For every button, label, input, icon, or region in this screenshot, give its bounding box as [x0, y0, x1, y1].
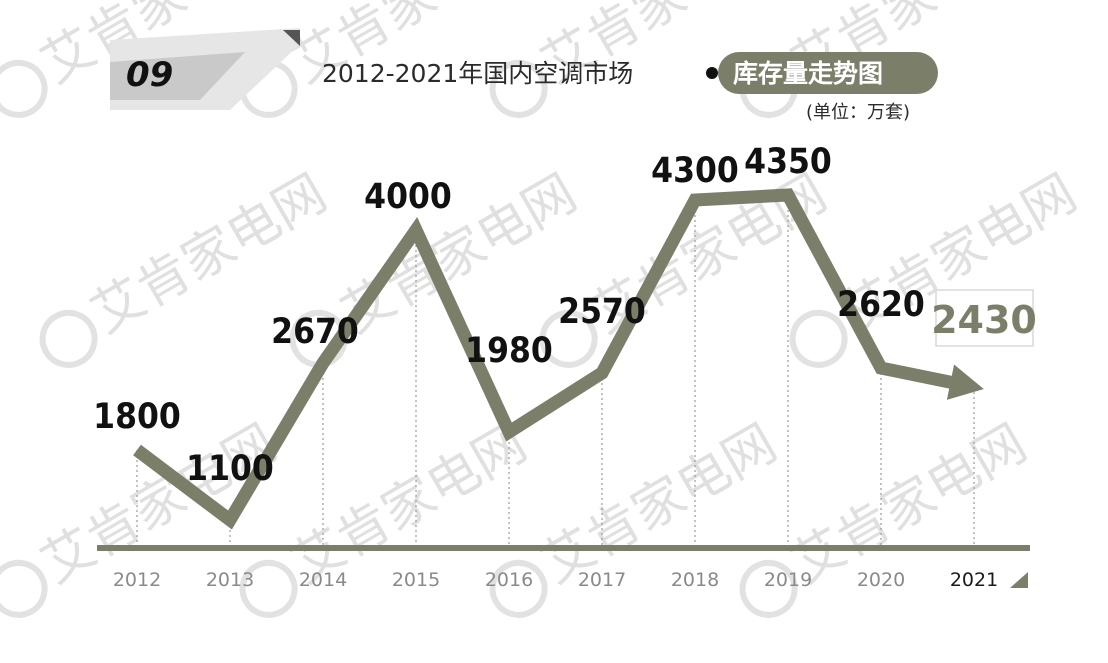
watermark-logo-icon	[39, 309, 98, 368]
x-tick-2017: 2017	[578, 569, 626, 591]
x-tick-2015: 2015	[392, 569, 440, 591]
watermark: 艾肯家电网	[739, 413, 1037, 618]
x-tick-2014: 2014	[299, 569, 347, 591]
watermark-text: 艾肯家电网	[532, 413, 787, 595]
figure-badge: 09	[110, 28, 300, 110]
chart-title-highlight: 库存量走势图	[733, 59, 883, 88]
data-label-2012: 1800	[93, 397, 181, 437]
data-label-2021: 2430	[931, 298, 1037, 342]
x-tick-labels: 2012 2013 2014 2015 2016 2017 2018 2019 2020 2021	[113, 569, 998, 591]
watermark-logo-icon	[789, 309, 848, 368]
data-label-2018: 4300	[651, 151, 739, 191]
badge-number: 09	[126, 55, 173, 95]
x-tick-2020: 2020	[857, 569, 905, 591]
watermark-text: 艾肯家电网	[282, 413, 537, 595]
title-highlight-pill	[718, 52, 938, 94]
title-bullet-icon	[706, 67, 718, 79]
data-label-2020: 2620	[837, 285, 925, 325]
data-label-2013: 1100	[186, 449, 274, 489]
badge-corner-icon	[283, 30, 300, 46]
x-tick-2016: 2016	[485, 569, 533, 591]
watermark-text: 艾肯家电网	[782, 413, 1037, 595]
x-tick-2021: 2021	[950, 569, 998, 591]
data-label-2014: 2670	[271, 312, 359, 352]
last-value-box	[935, 289, 1034, 347]
x-tick-2018: 2018	[671, 569, 719, 591]
series-end-arrow-icon	[946, 364, 984, 400]
guide-lines	[136, 195, 975, 545]
chart-title: 2012-2021年国内空调市场	[322, 59, 633, 88]
series-line	[133, 188, 952, 530]
x-tick-2013: 2013	[206, 569, 254, 591]
data-label-2016: 1980	[465, 331, 553, 371]
watermark-logo-icon	[0, 59, 48, 118]
x-tick-2019: 2019	[764, 569, 812, 591]
data-label-2017: 2570	[558, 292, 646, 332]
watermark-text: 艾肯家电网	[32, 413, 287, 595]
watermark-logo-icon	[239, 559, 298, 618]
badge-shape-dark	[110, 52, 245, 100]
watermark-logo-icon	[739, 559, 798, 618]
watermark-logo-icon	[539, 309, 598, 368]
watermark-logo-icon	[0, 559, 48, 618]
watermark-logo-icon	[489, 559, 548, 618]
x-axis-end-arrow-icon	[1010, 572, 1028, 588]
watermark-logo-icon	[489, 59, 548, 118]
x-tick-2012: 2012	[113, 569, 161, 591]
unit-label: (单位：万套)	[806, 102, 910, 123]
data-label-2019: 4350	[744, 142, 832, 182]
data-label-2015: 4000	[364, 177, 452, 217]
